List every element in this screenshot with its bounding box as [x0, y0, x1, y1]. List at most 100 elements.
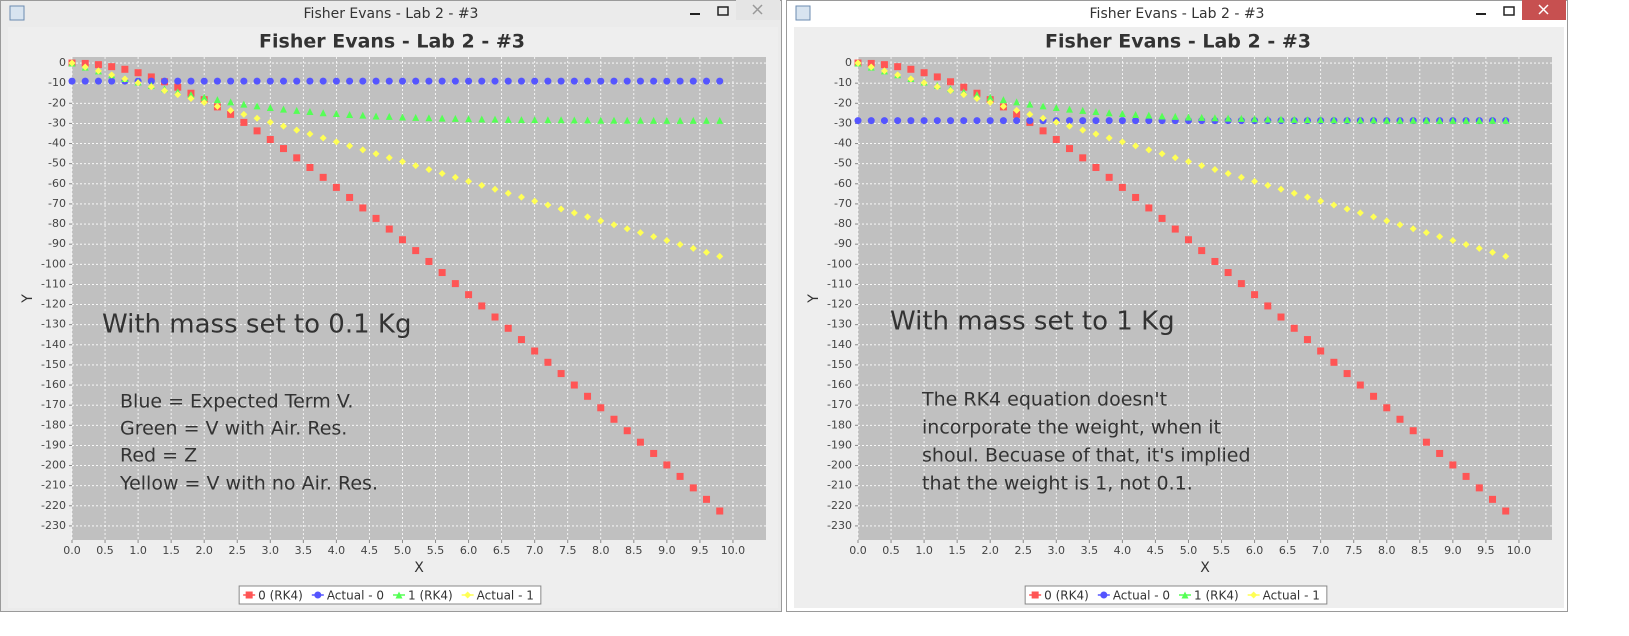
marker: [1356, 209, 1364, 217]
marker: [1026, 117, 1034, 125]
x-tick-label: 7.5: [559, 544, 577, 557]
marker: [650, 449, 658, 457]
marker: [1052, 104, 1060, 112]
marker: [359, 111, 367, 119]
marker: [544, 77, 552, 85]
marker: [1489, 248, 1497, 256]
x-tick-label: 8.0: [1378, 544, 1396, 557]
marker: [1158, 214, 1166, 222]
marker: [584, 116, 592, 124]
marker: [1330, 201, 1338, 209]
marker: [280, 105, 288, 113]
marker: [147, 83, 155, 91]
x-tick-label: 1.5: [162, 544, 180, 557]
marker: [398, 113, 406, 121]
marker: [491, 115, 499, 123]
annotation: incorporate the weight, when it: [922, 417, 1221, 439]
close-icon[interactable]: [752, 4, 763, 15]
marker: [907, 65, 915, 73]
marker: [1092, 117, 1100, 125]
marker: [584, 213, 592, 221]
marker: [147, 77, 155, 85]
maximize-button[interactable]: [1503, 6, 1515, 16]
y-tick-label: -220: [41, 499, 66, 512]
marker: [359, 204, 367, 212]
maximize-button[interactable]: [717, 6, 729, 16]
marker: [478, 115, 486, 123]
marker: [1052, 118, 1060, 126]
marker: [385, 112, 393, 120]
annotation: With mass set to 0.1 Kg: [102, 310, 411, 340]
marker: [1066, 145, 1074, 153]
marker: [1145, 146, 1153, 154]
marker: [1436, 116, 1444, 124]
marker: [94, 61, 102, 69]
marker: [1383, 217, 1391, 225]
y-tick-label: -160: [41, 378, 66, 391]
marker: [465, 291, 473, 299]
marker: [187, 77, 195, 85]
y-tick-label: -20: [48, 96, 66, 109]
legend-label: 1 (RK4): [408, 589, 453, 603]
series: [854, 59, 1510, 260]
marker: [1237, 280, 1245, 288]
marker: [570, 77, 578, 85]
marker: [894, 117, 902, 125]
marker: [1422, 116, 1430, 124]
marker: [663, 461, 671, 469]
marker: [108, 71, 116, 79]
close-icon[interactable]: [1538, 4, 1549, 15]
marker: [623, 427, 631, 435]
y-tick-label: -70: [48, 197, 66, 210]
marker: [187, 91, 195, 99]
marker: [544, 116, 552, 124]
marker: [372, 77, 380, 85]
x-tick-label: 9.0: [1444, 544, 1462, 557]
x-tick-label: 2.0: [981, 544, 999, 557]
marker: [200, 98, 208, 106]
marker: [570, 116, 578, 124]
marker: [293, 126, 301, 134]
x-axis-label: X: [414, 560, 424, 576]
marker: [1118, 110, 1126, 118]
marker: [438, 114, 446, 122]
plot-area: [858, 57, 1552, 540]
marker: [517, 193, 525, 201]
x-tick-label: 4.0: [1114, 544, 1132, 557]
marker: [636, 77, 644, 85]
marker: [867, 63, 875, 71]
marker: [1211, 166, 1219, 174]
marker: [412, 113, 420, 121]
marker: [253, 77, 261, 85]
marker: [1462, 472, 1470, 480]
y-tick-label: -190: [41, 438, 66, 451]
marker: [1026, 110, 1034, 118]
y-axis-label: Y: [806, 294, 822, 304]
y-tick-label: -170: [827, 398, 852, 411]
marker: [920, 79, 928, 87]
series: [68, 59, 724, 260]
x-tick-label: 6.0: [1246, 544, 1264, 557]
x-tick-label: 2.5: [228, 544, 246, 557]
marker: [676, 240, 684, 248]
y-tick-label: -210: [41, 479, 66, 492]
x-tick-label: 2.0: [195, 544, 213, 557]
marker: [346, 193, 354, 201]
marker: [1184, 236, 1192, 244]
chart-title: Fisher Evans - Lab 2 - #3: [1045, 31, 1311, 53]
marker: [319, 173, 327, 181]
y-tick-label: -130: [827, 318, 852, 331]
marker: [1237, 173, 1245, 181]
y-tick-label: -60: [834, 177, 852, 190]
marker: [1396, 221, 1404, 229]
marker: [1449, 116, 1457, 124]
marker: [161, 77, 169, 85]
y-tick-label: -190: [827, 438, 852, 451]
x-tick-label: 5.5: [1213, 544, 1231, 557]
marker: [584, 392, 592, 400]
x-tick-label: 7.5: [1345, 544, 1363, 557]
marker: [1277, 115, 1285, 123]
marker: [266, 77, 274, 85]
marker: [227, 110, 235, 118]
marker: [716, 252, 724, 260]
